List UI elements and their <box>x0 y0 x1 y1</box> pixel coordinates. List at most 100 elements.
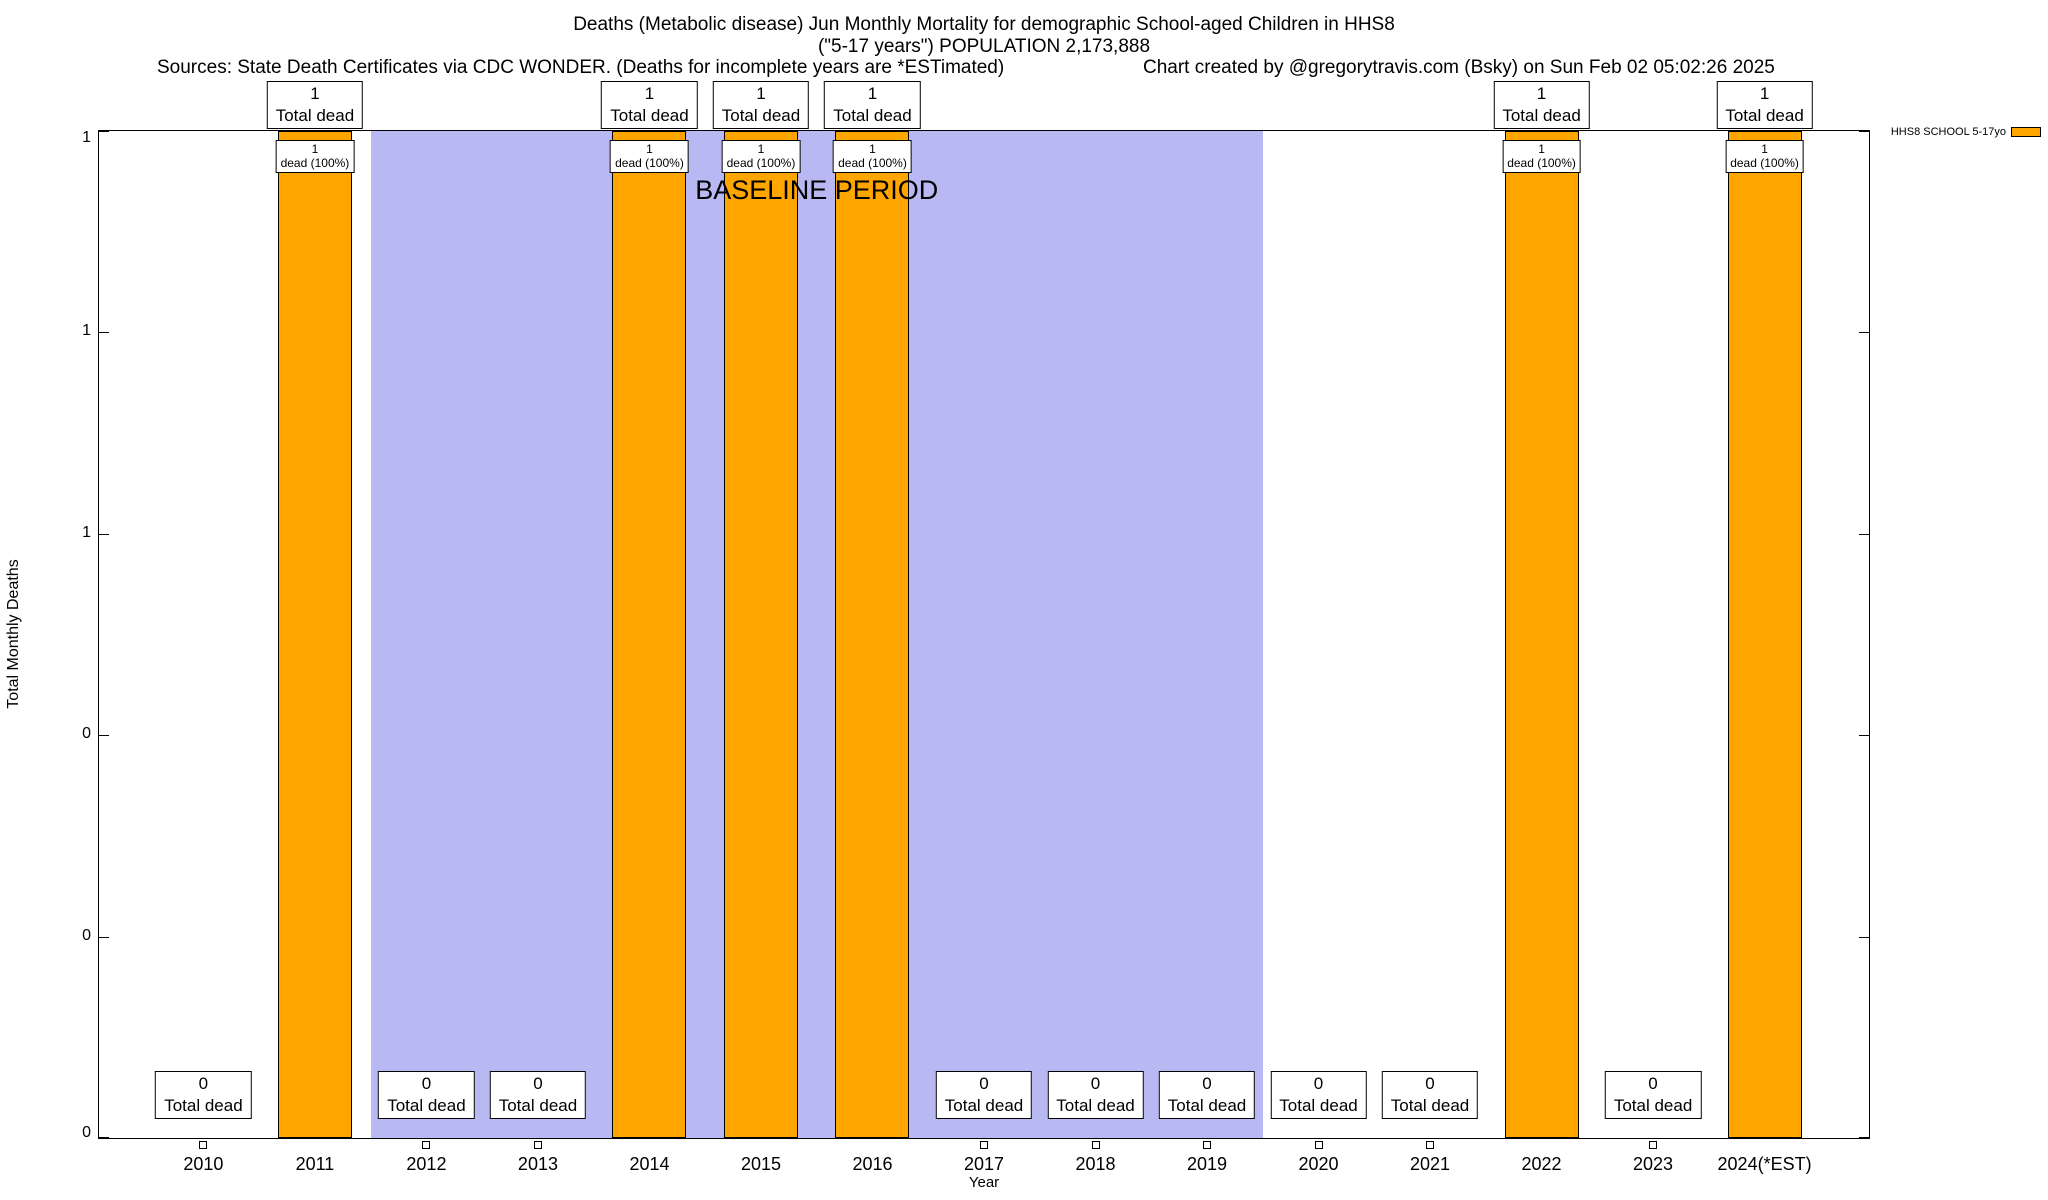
box-line: Total dead <box>721 106 801 126</box>
plot-area: BASELINE PERIOD 0 0 0 1 1 1 2010 0 Total dead 2011… <box>82 81 1870 1174</box>
box-line: Total dead <box>164 1095 243 1115</box>
y-tick-mark <box>99 1137 109 1138</box>
box-line: 0 <box>1425 1073 1435 1093</box>
zero-bar-marker-2013 <box>533 1141 542 1149</box>
y-tick-mark <box>1859 1137 1869 1138</box>
y-tick-mark <box>99 533 109 535</box>
y-tick-mark <box>1859 332 1869 334</box>
box-line: Total dead <box>1167 1095 1247 1115</box>
y-tick-label: 1 <box>82 129 91 146</box>
x-tick-2021: 2021 <box>1410 1154 1451 1174</box>
total-dead-box-2021: 0 Total dead <box>1381 1070 1479 1119</box>
x-tick-2024(*EST): 2024(*EST) <box>1717 1154 1812 1174</box>
y-tick-mark <box>99 131 109 132</box>
zero-bar-marker-2021 <box>1426 1141 1435 1149</box>
bar-2014 <box>612 131 687 1138</box>
x-tick-2012: 2012 <box>406 1154 447 1174</box>
zero-bar-marker-2017 <box>980 1141 988 1149</box>
bar-value-box-2022: 1 dead (100%) <box>1502 140 1581 173</box>
y-tick-mark <box>1859 131 1869 132</box>
box-line: 1 <box>646 142 653 156</box>
box-line: 1 <box>1761 142 1768 156</box>
box-line: 1 <box>644 84 655 103</box>
legend-swatch <box>2011 127 2041 137</box>
x-tick-2017: 2017 <box>963 1154 1005 1174</box>
box-line: dead (100%) <box>726 156 796 171</box>
total-dead-box-2010: 0 Total dead <box>155 1070 252 1119</box>
x-tick-2018: 2018 <box>1075 1154 1116 1174</box>
credit-note: Chart created by @gregorytravis.com (Bsk… <box>1143 57 1775 78</box>
box-line: 1 <box>1759 84 1770 103</box>
box-line: 0 <box>1648 1073 1658 1093</box>
x-tick-2013: 2013 <box>517 1154 558 1174</box>
box-line: 1 <box>756 84 766 103</box>
x-tick-2019: 2019 <box>1186 1154 1228 1174</box>
bar-2024(*EST) <box>1727 131 1802 1138</box>
chart-subtitle: ("5-17 years") POPULATION 2,173,888 <box>817 36 1151 57</box>
y-tick-label: 0 <box>82 1124 91 1141</box>
total-dead-box-2015: 1 Total dead <box>712 81 810 130</box>
total-dead-box-2013: 0 Total dead <box>489 1070 587 1119</box>
x-tick-2023: 2023 <box>1633 1154 1674 1174</box>
y-tick-mark <box>1859 735 1869 737</box>
sources-note: Sources: State Death Certificates via CD… <box>157 57 1005 78</box>
bar-value-box-2016: 1 dead (100%) <box>833 140 912 173</box>
x-tick-2010: 2010 <box>183 1154 224 1174</box>
y-tick-label: 1 <box>82 322 91 340</box>
total-dead-box-2011: 1 Total dead <box>266 81 364 130</box>
x-tick-2015: 2015 <box>740 1154 781 1174</box>
y-tick-mark <box>99 332 109 334</box>
y-tick-label: 0 <box>82 926 91 944</box>
box-line: dead (100%) <box>1730 156 1799 171</box>
baseline-label: BASELINE PERIOD <box>695 175 939 205</box>
x-tick-2011: 2011 <box>295 1154 335 1174</box>
zero-bar-marker-2012 <box>422 1141 431 1149</box>
bar-value-box-2024(*EST): 1 dead (100%) <box>1725 140 1804 173</box>
y-tick-mark <box>99 936 109 938</box>
x-tick-2016: 2016 <box>852 1154 893 1174</box>
box-line: dead (100%) <box>615 156 684 171</box>
box-line: 0 <box>1313 1073 1324 1093</box>
total-dead-box-2022: 1 Total dead <box>1493 81 1590 130</box>
bar-value-box-2011: 1 dead (100%) <box>275 140 355 173</box>
box-line: Total dead <box>944 1095 1024 1115</box>
zero-bar-marker-2020 <box>1314 1141 1323 1149</box>
box-line: 0 <box>533 1073 543 1093</box>
x-tick-2022: 2022 <box>1521 1154 1562 1174</box>
legend: HHS8 SCHOOL 5-17yo <box>1891 126 2041 138</box>
bar-2011 <box>277 131 352 1138</box>
zero-bar-marker-2010 <box>199 1141 208 1149</box>
x-tick-2020: 2020 <box>1298 1154 1339 1174</box>
box-line: 1 <box>757 142 765 156</box>
box-line: Total dead <box>1725 106 1804 126</box>
zero-bar-marker-2018 <box>1091 1141 1100 1149</box>
y-tick-label: 1 <box>82 523 91 541</box>
box-line: 0 <box>979 1073 989 1093</box>
box-line: Total dead <box>1502 106 1581 126</box>
box-line: 0 <box>198 1073 209 1093</box>
box-line: Total dead <box>498 1095 578 1115</box>
box-line: dead (100%) <box>1507 156 1576 171</box>
total-dead-box-2018: 0 Total dead <box>1047 1070 1144 1119</box>
box-line: Total dead <box>275 106 355 126</box>
box-line: Total dead <box>1056 1095 1135 1115</box>
box-line: Total dead <box>1613 1095 1693 1115</box>
legend-label: HHS8 SCHOOL 5-17yo <box>1890 126 2006 138</box>
box-line: 0 <box>1090 1073 1101 1093</box>
total-dead-box-2017: 0 Total dead <box>935 1070 1033 1119</box>
y-tick-mark <box>1859 936 1869 938</box>
box-line: 0 <box>421 1073 432 1093</box>
total-dead-box-2023: 0 Total dead <box>1604 1070 1702 1119</box>
chart-title: Deaths (Metabolic disease) Jun Monthly M… <box>573 14 1395 35</box>
y-tick-mark <box>99 735 109 737</box>
box-line: 1 <box>1538 142 1545 156</box>
x-axis-label: Year <box>968 1174 1000 1191</box>
box-line: 1 <box>1536 84 1547 103</box>
bar-value-box-2014: 1 dead (100%) <box>610 140 689 173</box>
box-line: dead (100%) <box>280 156 350 171</box>
total-dead-box-2024(*EST): 1 Total dead <box>1716 81 1813 130</box>
bar-value-box-2015: 1 dead (100%) <box>721 140 801 173</box>
bar-2022 <box>1504 131 1579 1138</box>
y-axis-label: Total Monthly Deaths <box>5 559 22 709</box>
total-dead-box-2020: 0 Total dead <box>1270 1070 1367 1119</box>
